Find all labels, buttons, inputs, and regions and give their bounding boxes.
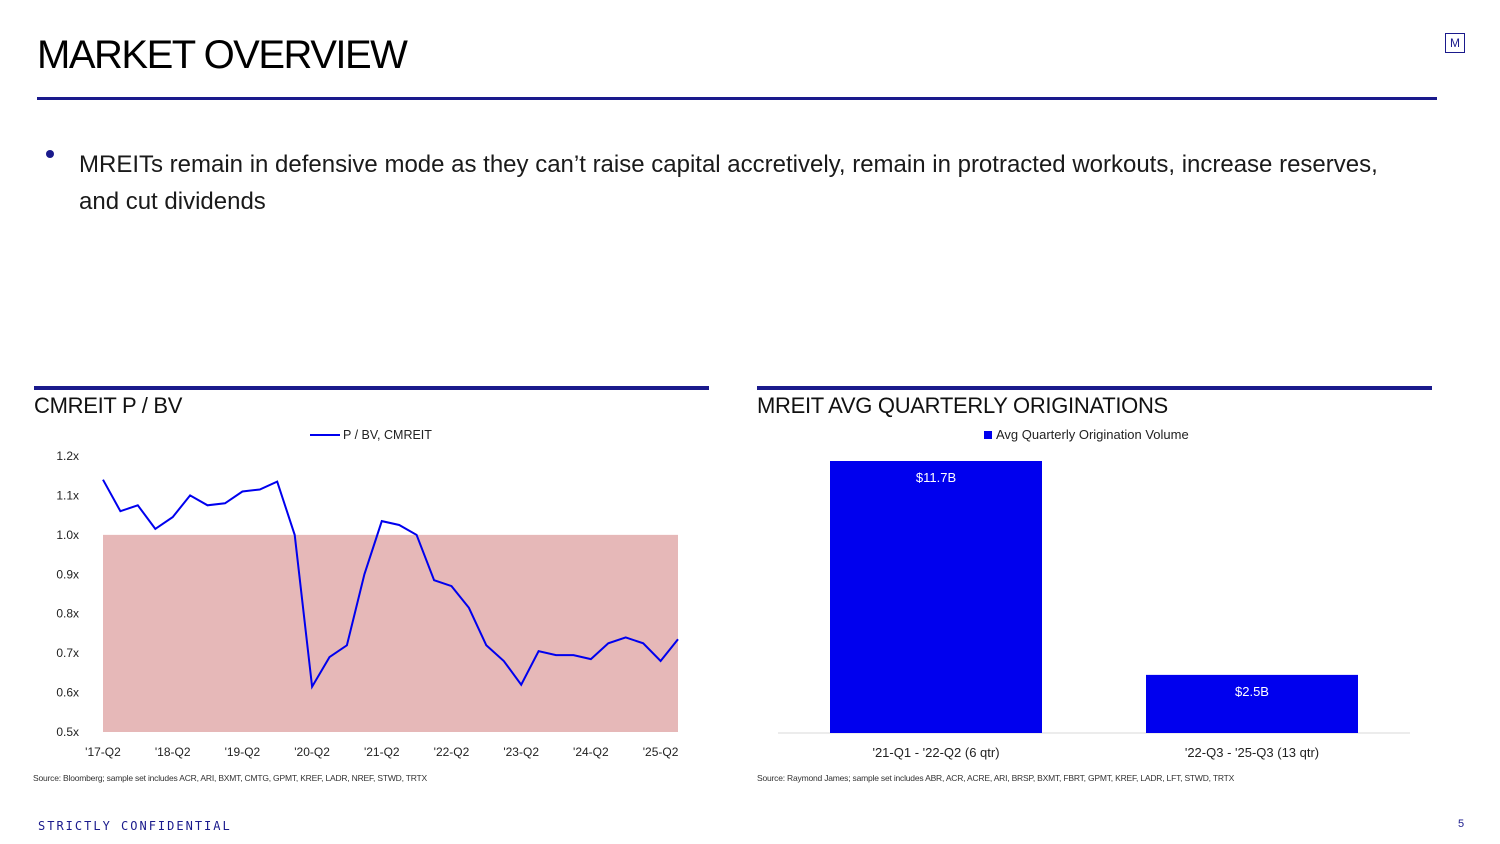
x-tick-label: '17-Q2: [85, 745, 121, 759]
y-tick-label: 0.6x: [56, 686, 79, 700]
bullet-icon: [46, 150, 54, 158]
x-tick-label: '24-Q2: [573, 745, 609, 759]
x-tick-label: '18-Q2: [155, 745, 191, 759]
x-tick-label: '22-Q2: [434, 745, 470, 759]
y-tick-label: 0.9x: [56, 567, 79, 581]
confidential-label: STRICTLY CONFIDENTIAL: [38, 819, 232, 833]
y-tick-label: 1.1x: [56, 488, 79, 502]
right-section-divider: [757, 386, 1432, 390]
pbv-line-chart: 0.5x 0.6x 0.7x 0.8x 0.9x 1.0x 1.1x 1.2x '17-Q2 '1…: [56, 428, 679, 759]
y-tick-label: 0.8x: [56, 607, 79, 621]
bar-data-label: $11.7B: [916, 470, 956, 485]
x-tick-label: '23-Q2: [503, 745, 539, 759]
right-chart-source: Source: Raymond James; sample set includ…: [757, 773, 1235, 783]
x-tick-label: '19-Q2: [225, 745, 261, 759]
legend-square-marker: [984, 431, 992, 439]
y-tick-label: 0.5x: [56, 725, 79, 739]
x-tick-label: '25-Q2: [643, 745, 679, 759]
x-tick-label: '21-Q2: [364, 745, 400, 759]
bullet-text: MREITs remain in defensive mode as they …: [79, 151, 1378, 215]
y-tick-label: 0.7x: [56, 646, 79, 660]
title-divider: [37, 97, 1437, 100]
left-chart-source: Source: Bloomberg; sample set includes A…: [33, 773, 427, 783]
company-logo: M: [1445, 33, 1465, 53]
left-section-divider: [34, 386, 709, 390]
right-chart-title: MREIT AVG QUARTERLY ORIGINATIONS: [757, 393, 1168, 418]
legend-label: Avg Quarterly Origination Volume: [996, 427, 1189, 442]
y-tick-label: 1.0x: [56, 528, 79, 542]
series-line-pbv: [102, 479, 679, 690]
x-category-label: '21-Q1 - '22-Q2 (6 qtr): [872, 745, 999, 760]
x-category-label: '22-Q3 - '25-Q3 (13 qtr): [1185, 745, 1319, 760]
bar-data-label: $2.5B: [1235, 684, 1269, 699]
page-number: 5: [1458, 818, 1465, 830]
bar: [830, 461, 1042, 733]
legend-label: P / BV, CMREIT: [343, 428, 432, 442]
y-tick-label: 1.2x: [56, 449, 79, 463]
bar: [1146, 674, 1358, 733]
left-chart-title: CMREIT P / BV: [34, 393, 183, 418]
originations-bar-chart: $11.7B '21-Q1 - '22-Q2 (6 qtr) $2.5B '22-Q3…: [778, 427, 1410, 760]
page-title: MARKET OVERVIEW: [37, 33, 408, 77]
x-tick-label: '20-Q2: [294, 745, 330, 759]
pbv-shaded-band: [103, 534, 678, 732]
